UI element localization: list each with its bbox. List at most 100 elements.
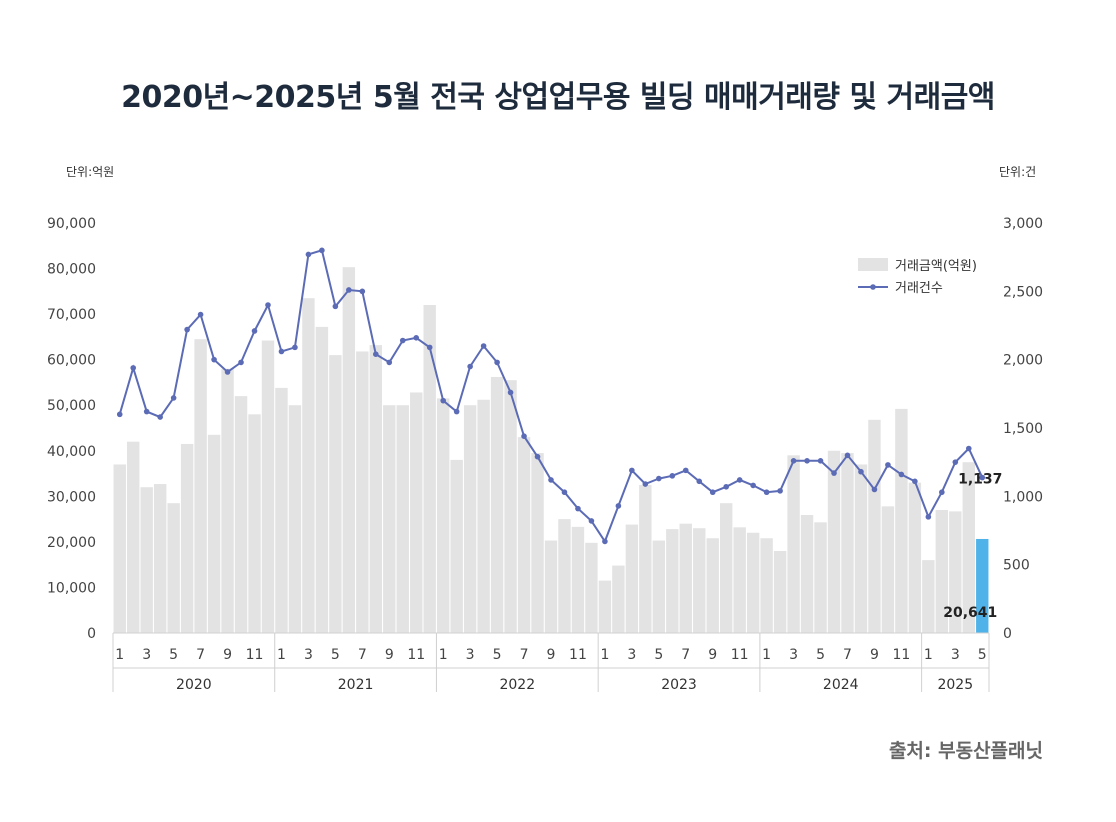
x-tick-label: 5 xyxy=(816,647,825,663)
line-point xyxy=(224,369,231,375)
line-point xyxy=(521,433,527,440)
line-point xyxy=(157,414,163,420)
bar xyxy=(261,340,275,633)
bar xyxy=(787,455,800,633)
bar xyxy=(288,405,302,633)
line-point xyxy=(251,328,258,334)
x-tick-label: 9 xyxy=(870,647,879,663)
bar xyxy=(504,380,517,633)
y-left-tick-label: 10,000 xyxy=(47,580,96,596)
bar xyxy=(275,387,288,633)
x-tick-label: 5 xyxy=(169,647,178,663)
right-axis-unit: 단위:건 xyxy=(999,165,1037,179)
line-point xyxy=(453,408,460,415)
line-point xyxy=(507,389,514,396)
y-left-tick-label: 90,000 xyxy=(47,216,96,232)
bar xyxy=(113,464,126,633)
line-point xyxy=(548,477,554,483)
bar xyxy=(140,487,153,633)
line-point xyxy=(669,473,676,479)
bar xyxy=(127,441,140,633)
legend: 거래금액(억원) 거래건수 xyxy=(858,258,977,296)
bar xyxy=(827,450,841,633)
line-point xyxy=(386,359,393,366)
x-year-label: 2021 xyxy=(338,677,374,693)
chart-title: 2020년~2025년 5월 전국 상업업무용 빌딩 매매거래량 및 거래금액 xyxy=(121,80,995,115)
line-point xyxy=(979,474,986,481)
line-point xyxy=(238,359,244,366)
line-point xyxy=(467,363,473,370)
line-point xyxy=(265,302,271,308)
bar xyxy=(935,510,949,633)
bar xyxy=(167,503,180,633)
legend-bar-label: 거래금액(억원) xyxy=(895,259,977,274)
x-tick-label: 11 xyxy=(246,647,264,663)
x-tick-label: 3 xyxy=(627,647,636,663)
bar xyxy=(693,528,706,633)
x-year-label: 2023 xyxy=(661,677,697,693)
y-right-tick-label: 3,000 xyxy=(1003,216,1043,232)
x-tick-label: 7 xyxy=(520,647,529,663)
bar xyxy=(356,351,369,633)
bar xyxy=(881,506,895,633)
bar xyxy=(329,355,342,633)
bar xyxy=(221,368,234,633)
line-point xyxy=(130,365,137,371)
line-point xyxy=(939,489,945,496)
source-note: 출처: 부동산플래닛 xyxy=(888,740,1043,762)
x-tick-label: 1 xyxy=(115,647,124,663)
legend-bar-swatch xyxy=(858,258,888,271)
bar xyxy=(652,540,666,633)
y-left-tick-label: 20,000 xyxy=(47,535,96,551)
x-year-label: 2022 xyxy=(499,677,535,693)
x-tick-label: 5 xyxy=(493,647,502,663)
line-series xyxy=(116,247,986,545)
line-point xyxy=(602,538,608,545)
line-point xyxy=(642,481,649,487)
line-point xyxy=(440,397,446,404)
bar xyxy=(180,443,194,633)
x-tick-label: 7 xyxy=(843,647,852,663)
bar xyxy=(531,453,544,633)
line-point xyxy=(925,514,932,520)
bar xyxy=(517,437,531,633)
bar xyxy=(746,532,760,633)
bar xyxy=(585,542,598,633)
x-tick-label: 11 xyxy=(731,647,749,663)
line-point xyxy=(709,489,716,496)
bar xyxy=(383,405,396,633)
line-point xyxy=(211,356,217,363)
bar xyxy=(962,462,975,633)
bar xyxy=(315,326,329,633)
bar xyxy=(706,538,719,633)
bar xyxy=(234,396,248,633)
line-point xyxy=(790,458,797,464)
line-point xyxy=(305,251,312,258)
bar xyxy=(720,503,733,633)
line-point xyxy=(750,482,756,489)
bar xyxy=(922,560,935,633)
y-right-tick-label: 1,500 xyxy=(1003,421,1043,437)
line-point xyxy=(588,518,595,524)
bar xyxy=(571,526,585,633)
x-tick-label: 7 xyxy=(681,647,690,663)
y-left-tick-label: 60,000 xyxy=(47,353,96,369)
line-point xyxy=(413,335,420,341)
legend-line-label: 거래건수 xyxy=(895,281,943,296)
line-point xyxy=(871,486,878,493)
bar xyxy=(450,459,463,633)
line-point xyxy=(965,445,972,452)
line-point xyxy=(736,477,743,483)
bar xyxy=(477,399,490,633)
line-point xyxy=(858,468,864,475)
x-tick-label: 1 xyxy=(924,647,933,663)
line-point xyxy=(399,337,406,344)
line-point xyxy=(480,343,487,349)
y-left-tick-label: 0 xyxy=(87,626,96,642)
left-axis-unit: 단위:억원 xyxy=(66,165,115,179)
x-tick-label: 1 xyxy=(600,647,609,663)
bar xyxy=(949,511,962,633)
x-tick-label: 5 xyxy=(978,647,987,663)
y-left-tick-label: 80,000 xyxy=(47,262,96,278)
x-tick-label: 3 xyxy=(951,647,960,663)
